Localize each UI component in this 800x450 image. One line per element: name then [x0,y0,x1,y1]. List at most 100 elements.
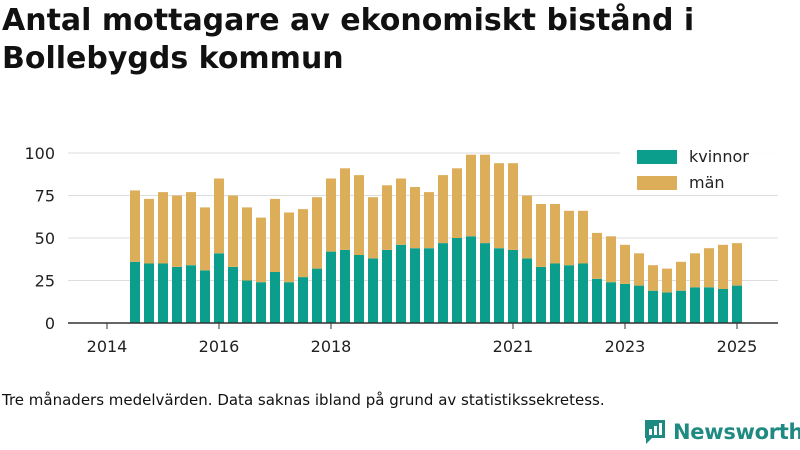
bar-man [158,192,168,264]
bar-man [522,195,532,259]
stacked-bar-chart: 0 25 50 75 100 2014 2016 2018 2021 2023 2025 kvin… [24,143,778,356]
page-title: Antal mottagare av ekonomiskt bistånd i … [2,3,695,76]
bar-man [284,212,294,283]
bar-kvinnor [676,290,686,323]
bar-man [172,195,182,267]
x-tick-label: 2025 [717,337,758,356]
bar-man [690,253,700,288]
bar-kvinnor [424,248,434,323]
bar-man [438,175,448,244]
bar-man [368,197,378,259]
bar-kvinnor [130,261,140,323]
bar-kvinnor [382,249,392,323]
bar-kvinnor [396,244,406,323]
logo-text: Newsworthy [673,420,800,444]
bar-kvinnor [410,248,420,323]
legend-label: män [689,173,725,192]
bar-kvinnor [284,282,294,323]
bar-kvinnor [606,282,616,323]
bar-kvinnor [536,266,546,323]
bar-man [130,190,140,262]
bar-man [340,168,350,250]
bar-kvinnor [298,277,308,323]
bars [130,154,742,323]
bar-kvinnor [214,253,224,323]
bar-kvinnor [186,265,196,323]
bar-kvinnor [340,249,350,323]
bar-man [704,248,714,288]
footnote: Tre månaders medelvärden. Data saknas ib… [2,391,605,409]
bar-kvinnor [312,268,322,323]
bar-man [564,210,574,266]
bar-man [508,163,518,250]
bar-man [424,192,434,249]
bar-kvinnor [550,263,560,323]
bar-kvinnor [662,292,672,323]
bar-man [214,178,224,254]
bar-kvinnor [354,255,364,323]
bar-kvinnor [270,272,280,323]
bar-kvinnor [368,258,378,323]
bar-man [466,154,476,237]
y-tick-label: 75 [35,187,55,206]
x-tick-label: 2014 [87,337,128,356]
y-tick-label: 50 [35,229,55,248]
bar-man [270,198,280,272]
x-axis: 2014 2016 2018 2021 2023 2025 [68,322,778,356]
x-tick-label: 2016 [199,337,240,356]
bar-man [550,204,560,264]
bar-man [480,154,490,244]
bar-man [676,261,686,291]
bar-man [578,210,588,264]
bar-man [494,163,504,249]
bar-man [186,192,196,266]
bar-kvinnor [172,266,182,323]
legend-swatch [637,176,677,190]
bar-kvinnor [242,280,252,323]
bar-kvinnor [452,238,462,323]
bar-kvinnor [634,285,644,323]
bar-man [606,236,616,283]
bar-kvinnor [578,263,588,323]
bar-kvinnor [732,285,742,323]
bar-kvinnor [718,289,728,323]
bar-kvinnor [256,282,266,323]
bar-kvinnor [494,248,504,323]
bar-kvinnor [620,283,630,323]
bar-kvinnor [158,263,168,323]
x-tick-label: 2023 [605,337,646,356]
bar-kvinnor [522,258,532,323]
bar-kvinnor [480,243,490,323]
y-tick-label: 25 [35,272,55,291]
bar-man [200,207,210,271]
bar-kvinnor [466,236,476,323]
bar-man [452,168,462,238]
x-tick-label: 2018 [311,337,352,356]
bar-kvinnor [438,243,448,323]
newsworthy-logo: Newsworthy [643,418,800,446]
bar-man [662,268,672,293]
bar-man [312,197,322,269]
bar-man [536,204,546,267]
bar-kvinnor [704,287,714,323]
bar-kvinnor [326,251,336,323]
bar-man [648,265,658,291]
legend: kvinnor män [620,143,778,195]
logo-icon [645,420,665,444]
legend-label: kvinnor [689,147,749,166]
bar-man [410,187,420,249]
bar-kvinnor [592,278,602,323]
bar-man [396,178,406,245]
bar-man [144,198,154,264]
bar-man [732,243,742,286]
bar-man [718,244,728,289]
bar-man [634,253,644,286]
y-axis-tick-labels: 0 25 50 75 100 [24,144,55,333]
y-tick-label: 100 [24,144,55,163]
bar-kvinnor [648,290,658,323]
bar-kvinnor [690,287,700,323]
bar-kvinnor [200,270,210,323]
bar-man [298,209,308,278]
x-tick-label: 2021 [493,337,534,356]
legend-swatch [637,150,677,164]
